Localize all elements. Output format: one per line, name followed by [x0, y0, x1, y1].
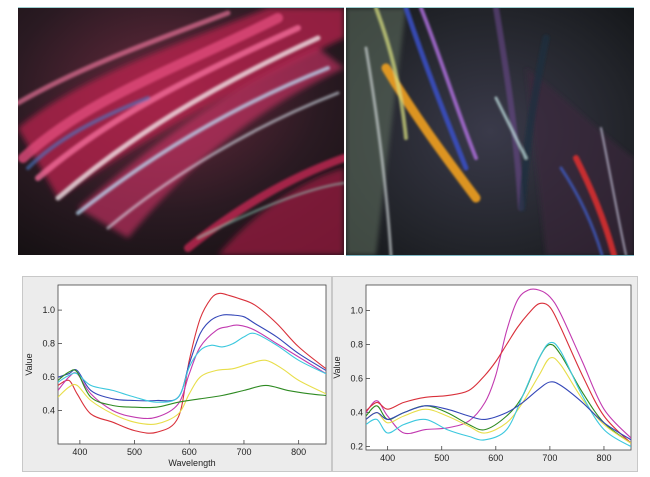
chart-right-series-group [366, 288, 631, 448]
chart-left-series-line-yellow [58, 359, 326, 426]
chart-left-series-line-blue [58, 314, 326, 402]
spectrum-chart-left-svg: 400 500 600 700 800 0.4 0.6 0.8 1.0 Wavelength Val… [24, 284, 327, 468]
chart-left-ytick-label: 1.0 [42, 305, 55, 315]
chart-left-xtick-label: 400 [72, 447, 87, 457]
chart-right-ytick-label: 0.6 [350, 374, 363, 384]
spectrum-chart-left: 400 500 600 700 800 0.4 0.6 0.8 1.0 Wavelength Val… [22, 276, 332, 472]
chart-right-xtick-label: 500 [434, 453, 449, 463]
chart-right-xtick-label: 800 [596, 453, 611, 463]
fiber-micrograph-right-image [346, 8, 634, 255]
chart-left-xtick-label: 600 [182, 447, 197, 457]
chart-right-xtick-label: 600 [488, 453, 503, 463]
chart-left-series-line-green [58, 369, 326, 409]
chart-right-ytick-label: 0.2 [350, 442, 363, 452]
fiber-micrograph-left-image [18, 8, 344, 255]
chart-left-series-line-cyan [58, 332, 326, 403]
chart-left-series-line-red [58, 292, 326, 434]
chart-right-y-axis-title: Value [333, 356, 342, 378]
chart-left-plot-area [57, 284, 327, 445]
chart-right-xtick-label: 400 [380, 453, 395, 463]
fiber-micrograph-right [346, 7, 634, 256]
spectrum-chart-right: 400 500 600 700 800 0.2 0.4 0.6 0.8 1.0 Value [332, 276, 638, 472]
chart-right-ytick-label: 0.8 [350, 340, 363, 350]
chart-left-y-axis-title: Value [24, 353, 34, 375]
chart-left-xtick-label: 800 [291, 447, 306, 457]
chart-right-series-line-red [366, 302, 631, 444]
chart-left-x-axis-title: Wavelength [168, 458, 215, 468]
chart-right-series-line-cyan [366, 341, 631, 448]
chart-left-ytick-label: 0.8 [42, 339, 55, 349]
chart-right-series-line-yellow [366, 356, 631, 444]
chart-left-series-line-magenta [58, 324, 326, 420]
chart-right-ytick-label: 1.0 [350, 306, 363, 316]
chart-right-ytick-label: 0.4 [350, 408, 363, 418]
spectrum-chart-right-svg: 400 500 600 700 800 0.2 0.4 0.6 0.8 1.0 Value [333, 284, 632, 463]
chart-right-xtick-label: 700 [542, 453, 557, 463]
chart-right-plot-area [365, 284, 632, 451]
chart-left-ytick-label: 0.6 [42, 372, 55, 382]
chart-left-xtick-label: 700 [236, 447, 251, 457]
chart-left-xtick-label: 500 [127, 447, 142, 457]
chart-right-series-line-blue [366, 381, 631, 441]
chart-left-ytick-label: 0.4 [42, 406, 55, 416]
fiber-micrograph-left [18, 7, 344, 255]
chart-left-series-group [58, 292, 326, 434]
